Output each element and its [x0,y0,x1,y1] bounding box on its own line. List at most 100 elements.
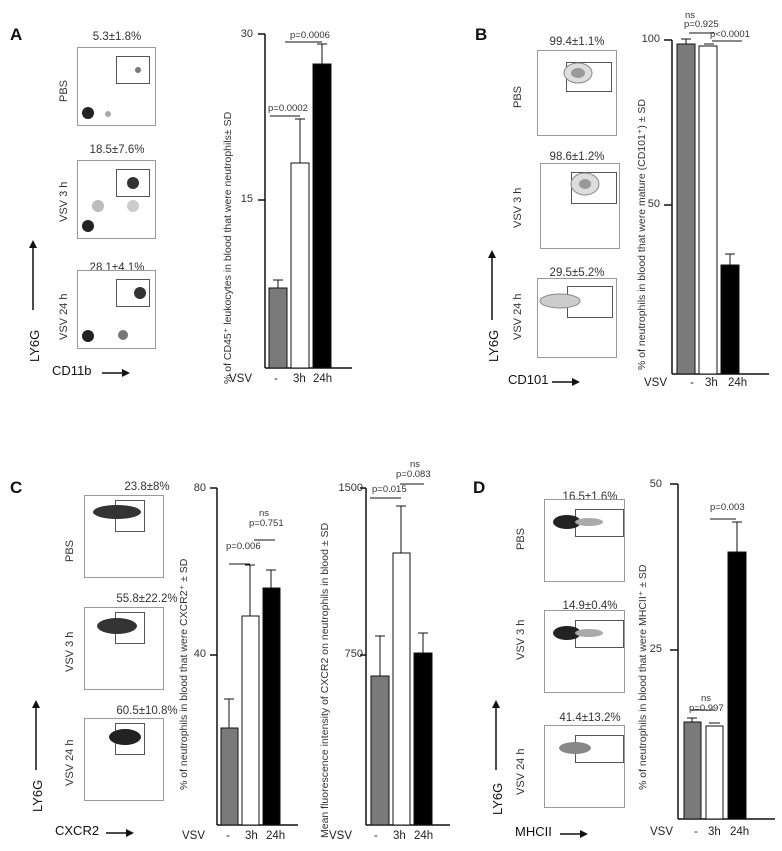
y-axis-label: LY6G [486,329,501,362]
flow-plot [77,160,156,239]
row-label: VSV 3 h [58,181,70,222]
scatter-dots [93,505,141,519]
bar-plot-area [210,487,298,826]
x-category: - [374,830,378,842]
bar-ylabel: % of neutrophils in blood that were MHCI… [637,564,649,791]
x-category: 3h [708,826,721,838]
p-value: p=0.925 [684,19,719,30]
x-category: 3h [705,377,718,389]
flow-plot [537,278,617,358]
p-value: p=0.751 [249,518,284,529]
flow-plot [537,50,617,136]
flow-plot [84,495,164,578]
bar-ylabel: % of neutrophils in blood that were CXCR… [178,558,190,790]
contour [539,293,581,309]
tick-label: 1500 [338,482,363,494]
tick-label: 100 [641,33,660,45]
x-prefix: VSV [329,830,353,842]
x-axis-label: CD101 [508,372,549,387]
y-axis-label: LY6G [490,782,505,815]
gate-box [116,169,150,197]
row-label: VSV 24 h [58,293,70,340]
flow-percent: 98.6±1.2% [549,151,605,163]
x-category: - [274,373,278,385]
arrow-right-icon [106,829,134,837]
scatter-dots [82,67,141,119]
panel-letter-a: A [10,25,23,44]
flow-percent: 41.4±13.2% [559,712,621,724]
tick-label: 25 [649,643,662,655]
scatter-dots [553,626,603,640]
x-category: 3h [293,373,306,385]
gate-box [116,279,150,307]
y-axis-label: LY6G [30,779,45,812]
ns-label: ns [701,693,712,704]
bar-plot-area [258,33,352,369]
x-prefix: VSV [229,373,253,385]
x-category: 24h [414,830,434,842]
flow-plot [544,725,625,808]
panel-letter-d: D [473,478,486,497]
flow-plot [77,47,156,126]
p-value: p=0.015 [372,484,407,495]
x-category: 3h [393,830,406,842]
tick-label: 30 [240,28,253,40]
bar-plot-area [664,32,769,375]
row-label: PBS [58,79,70,102]
panel-letter-c: C [10,478,23,497]
row-label: VSV 3 h [515,619,527,660]
row-label: VSV 3 h [512,187,524,228]
flow-percent: 14.9±0.4% [562,600,618,612]
contour [563,62,593,84]
p-value: p=0.003 [710,502,745,513]
p-value: p=0.006 [226,541,261,552]
x-category: 3h [245,830,258,842]
x-axis-label: CXCR2 [55,823,100,838]
x-category: 24h [730,826,750,838]
scatter-dots [97,618,137,634]
bar-ylabel: % of CD45⁺ leukocytes in blood that were… [222,111,234,384]
arrow-up-icon [492,700,500,770]
tick-label: 50 [649,478,662,490]
x-category: 24h [266,830,286,842]
x-prefix: VSV [644,377,668,389]
contour [570,172,600,196]
arrow-up-icon [32,700,40,770]
flow-plot [544,499,625,582]
x-axis-label: CD11b [52,363,92,378]
scatter-dots [559,742,591,754]
tick-label: 80 [193,482,206,494]
arrow-up-icon [29,240,37,310]
bar-plot-area [670,483,775,820]
flow-plot [84,718,164,801]
tick-label: 40 [193,648,206,660]
arrow-right-icon [560,830,588,838]
flow-percent: 18.5±7.6% [89,144,145,156]
bar-plot-area [360,483,450,826]
x-category: - [694,826,698,838]
ns-label: ns [410,459,421,470]
ns-label: ns [685,10,696,21]
p-value: p=0.0002 [268,103,308,114]
scatter-dots [553,515,603,529]
p-value: p=0.0006 [290,30,330,41]
p-value: p<0.0001 [710,29,750,40]
flow-percent: 55.8±22.2% [116,593,178,605]
row-label: PBS [64,539,76,562]
tick-label: 15 [240,193,253,205]
panel-letter-b: B [475,25,488,44]
flow-plot [84,607,164,690]
flow-percent: 60.5±10.8% [116,705,178,717]
p-value: p=0.083 [396,469,431,480]
x-category: 24h [728,377,748,389]
tick-label: 750 [344,648,363,660]
flow-percent: 5.3±1.8% [92,31,142,43]
x-prefix: VSV [182,830,206,842]
p-value: p=0.997 [689,703,724,714]
flow-plot [544,610,625,693]
bar-ylabel: Mean fluorescence intensity of CXCR2 on … [319,522,331,838]
gate-box [116,56,150,84]
row-label: PBS [515,527,527,550]
y-axis-label: LY6G [27,329,42,362]
row-label: VSV 3 h [64,631,76,672]
